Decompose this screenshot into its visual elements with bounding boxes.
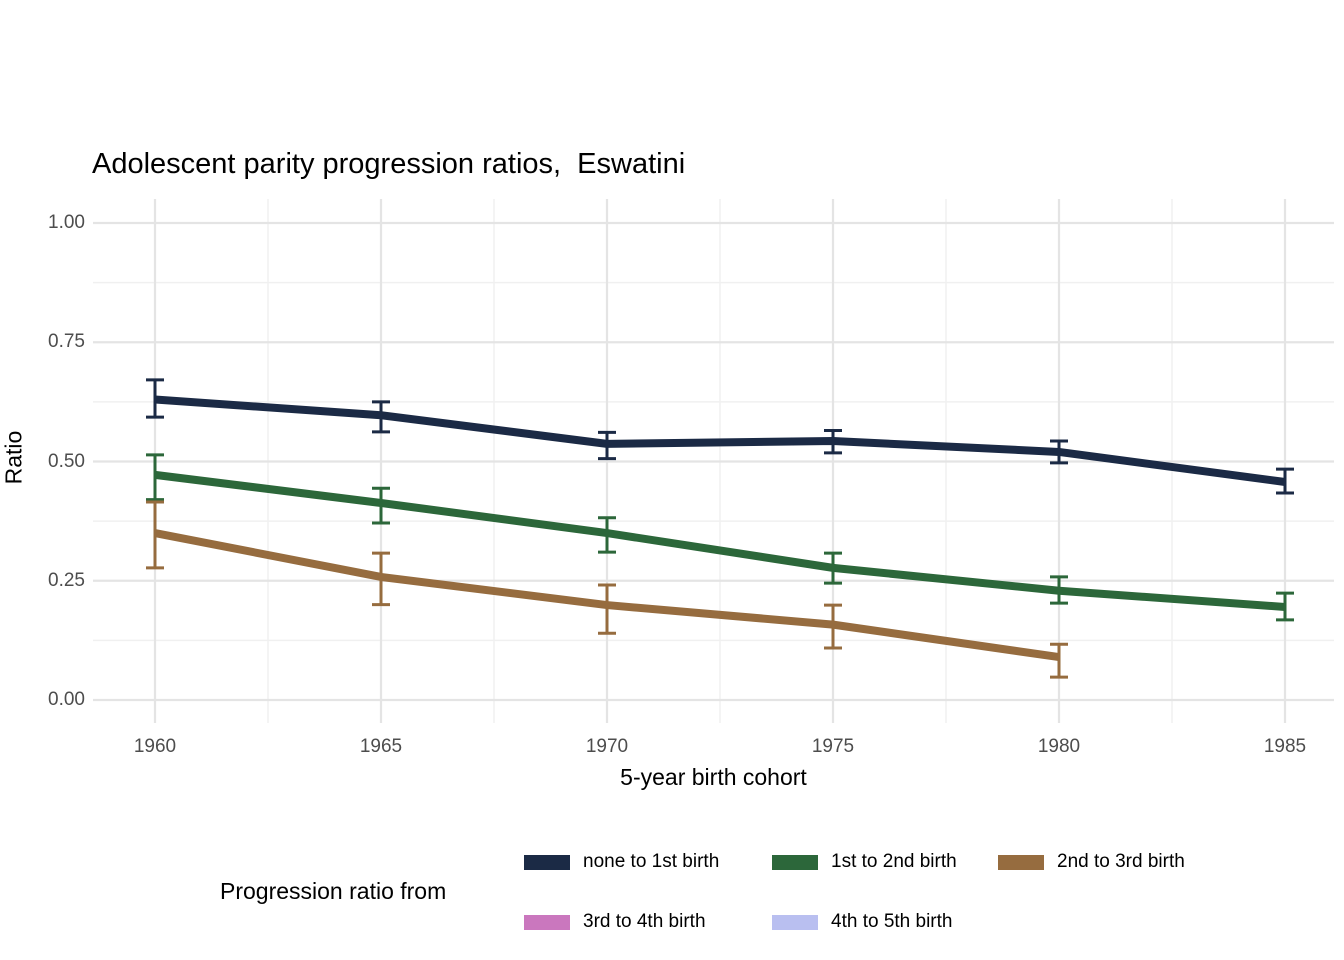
x-tick-label: 1975 [811,736,855,757]
legend-item-none-to-1st-birth: none to 1st birth [524,851,719,873]
y-tick-label: 0.75 [48,331,85,353]
y-tick-label: 1.00 [48,212,85,233]
legend-item-2nd-to-3rd-birth: 2nd to 3rd birth [998,851,1185,873]
y-tick-label: 0.25 [48,569,85,591]
legend-key-1st-to-2nd-birth [772,854,818,870]
series-line-2nd-to-3rd-birth [154,529,1060,662]
legend-key-2nd-to-3rd-birth [998,854,1044,870]
x-tick-label: 1970 [585,736,629,757]
legend-item-3rd-to-4th-birth: 3rd to 4th birth [524,911,706,933]
x-tick-label: 1985 [1263,736,1307,757]
legend-item-4th-to-5th-birth: 4th to 5th birth [772,911,952,933]
legend-label: 4th to 5th birth [831,911,953,932]
legend-label: none to 1st birth [583,851,720,872]
legend-title: Progression ratio from [220,878,447,904]
y-tick-label: 0.50 [48,450,85,472]
series-line-1st-to-2nd-birth [154,470,1286,611]
y-tick-label: 0.00 [48,689,85,710]
legend-key-none-to-1st-birth [524,854,570,870]
legend-label: 2nd to 3rd birth [1057,851,1185,872]
x-axis-title: 5-year birth cohort [620,764,807,790]
x-tick-label: 1960 [133,736,177,757]
legend-item-1st-to-2nd-birth: 1st to 2nd birth [772,851,957,873]
legend-label: 1st to 2nd birth [831,851,957,872]
x-tick-label: 1965 [359,736,403,757]
legend-key-4th-to-5th-birth [772,914,818,930]
legend-key-3rd-to-4th-birth [524,914,570,930]
legend-label: 3rd to 4th birth [583,911,706,932]
y-axis-title: Ratio [0,430,27,485]
x-tick-label: 1980 [1037,736,1081,757]
series-line-none-to-1st-birth [154,395,1286,486]
chart-title: Adolescent parity progression ratios, Es… [92,148,686,180]
